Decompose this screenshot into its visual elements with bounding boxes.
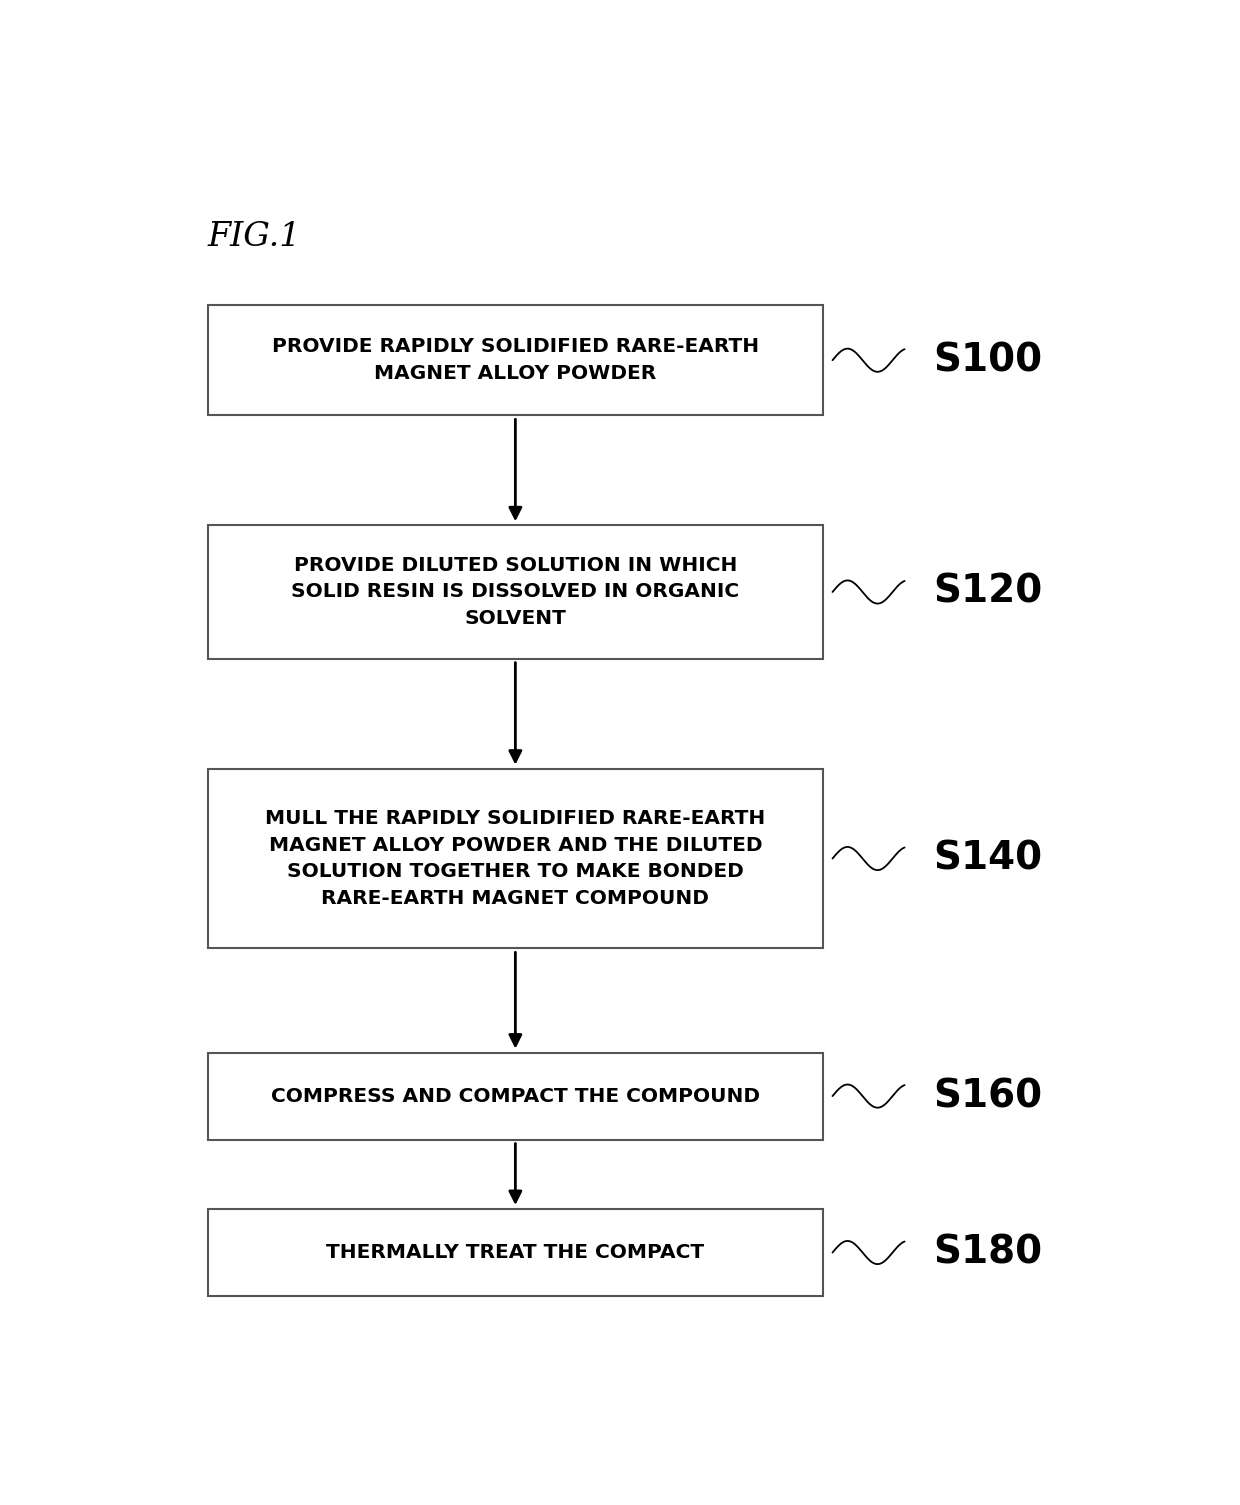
Text: PROVIDE DILUTED SOLUTION IN WHICH
SOLID RESIN IS DISSOLVED IN ORGANIC
SOLVENT: PROVIDE DILUTED SOLUTION IN WHICH SOLID … — [291, 555, 739, 628]
Text: FIG.1: FIG.1 — [208, 221, 301, 253]
FancyBboxPatch shape — [208, 1209, 823, 1296]
Text: S160: S160 — [934, 1078, 1043, 1115]
Text: THERMALLY TREAT THE COMPACT: THERMALLY TREAT THE COMPACT — [326, 1243, 704, 1263]
FancyBboxPatch shape — [208, 1052, 823, 1139]
FancyBboxPatch shape — [208, 306, 823, 415]
Text: S120: S120 — [934, 573, 1043, 611]
Text: S140: S140 — [934, 840, 1043, 877]
Text: PROVIDE RAPIDLY SOLIDIFIED RARE-EARTH
MAGNET ALLOY POWDER: PROVIDE RAPIDLY SOLIDIFIED RARE-EARTH MA… — [272, 337, 759, 382]
Text: S100: S100 — [934, 342, 1043, 379]
FancyBboxPatch shape — [208, 525, 823, 659]
FancyBboxPatch shape — [208, 769, 823, 948]
Text: COMPRESS AND COMPACT THE COMPOUND: COMPRESS AND COMPACT THE COMPOUND — [270, 1087, 760, 1106]
Text: S180: S180 — [934, 1234, 1043, 1272]
Text: MULL THE RAPIDLY SOLIDIFIED RARE-EARTH
MAGNET ALLOY POWDER AND THE DILUTED
SOLUT: MULL THE RAPIDLY SOLIDIFIED RARE-EARTH M… — [265, 810, 765, 908]
